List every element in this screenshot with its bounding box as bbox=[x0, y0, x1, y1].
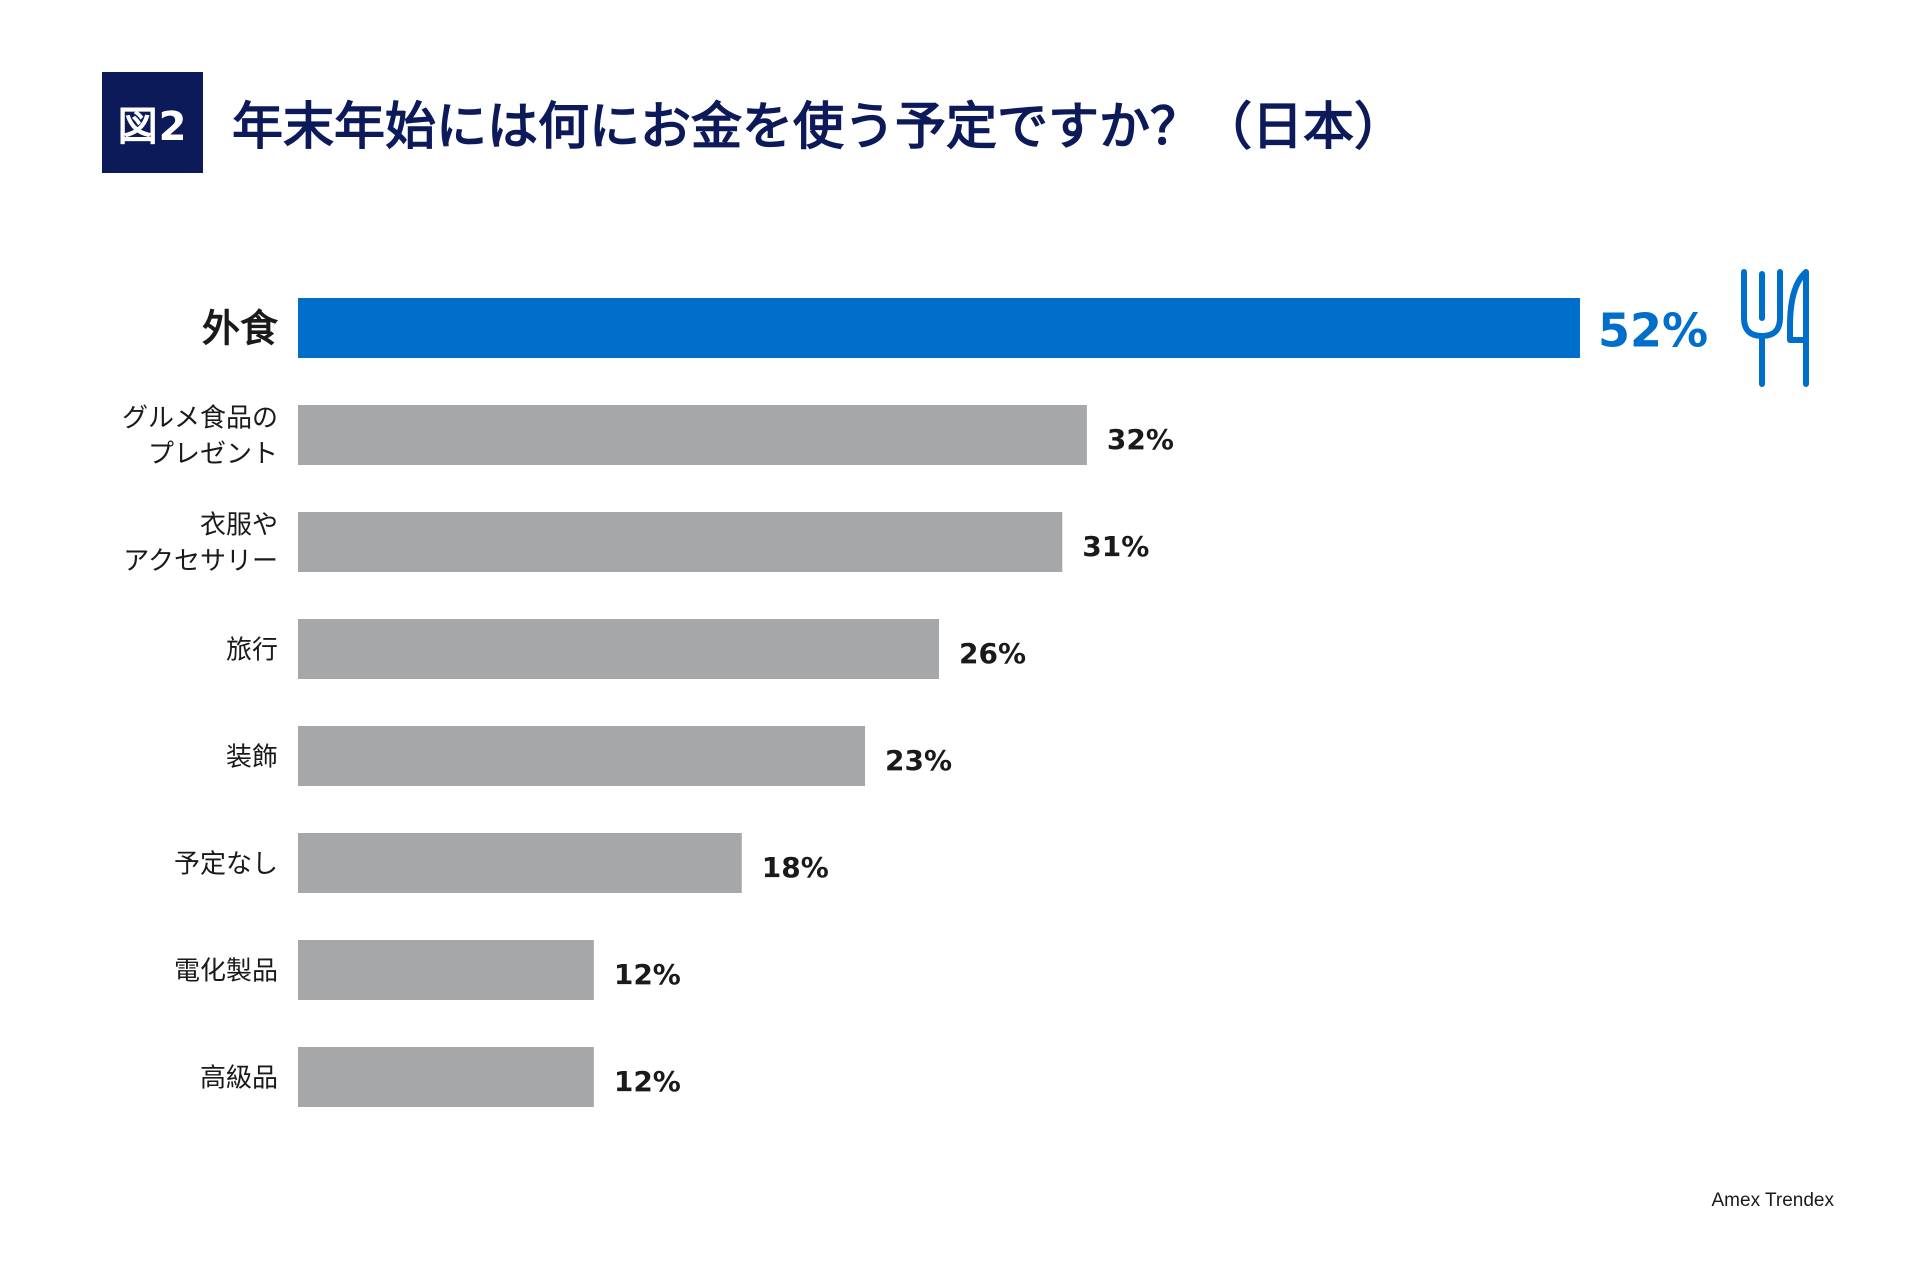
value-label: 32% bbox=[1107, 423, 1174, 456]
category-label-line: 衣服や bbox=[200, 510, 278, 540]
category-label: 外食 bbox=[202, 307, 279, 351]
category-label: 予定なし bbox=[174, 849, 278, 879]
value-label: 23% bbox=[885, 744, 952, 777]
category-label: 電化製品 bbox=[174, 956, 278, 986]
category-label-line: 旅行 bbox=[226, 635, 278, 665]
category-label: 高級品 bbox=[200, 1063, 278, 1093]
category-label-line: 高級品 bbox=[200, 1063, 278, 1093]
bar bbox=[298, 512, 1063, 572]
bar bbox=[298, 405, 1087, 465]
knife-blade bbox=[1787, 269, 1809, 387]
category-label-line: 外食 bbox=[202, 307, 279, 351]
chart-title: 年末年始には何にお金を使う予定ですか？（日本） bbox=[232, 98, 1406, 157]
bar bbox=[298, 619, 939, 679]
value-label: 18% bbox=[762, 851, 829, 884]
bar bbox=[298, 726, 866, 786]
category-label-line: 電化製品 bbox=[174, 956, 278, 986]
value-label: 12% bbox=[614, 958, 681, 991]
fork-knife-icon bbox=[1741, 269, 1809, 387]
category-label: 旅行 bbox=[226, 635, 278, 665]
category-label-line: グルメ食品の bbox=[122, 403, 278, 433]
bar bbox=[298, 1047, 594, 1107]
category-label-line: 予定なし bbox=[174, 849, 278, 879]
category-label-line: プレゼント bbox=[148, 439, 278, 469]
category-label-line: アクセサリー bbox=[123, 546, 278, 576]
category-label-line: 装飾 bbox=[226, 742, 278, 772]
bar bbox=[298, 940, 594, 1000]
category-label: 装飾 bbox=[226, 742, 278, 772]
value-label: 12% bbox=[614, 1065, 681, 1098]
value-label: 52% bbox=[1598, 304, 1708, 358]
bar bbox=[298, 833, 742, 893]
category-label: グルメ食品のプレゼント bbox=[122, 403, 278, 469]
bar-highlight bbox=[298, 298, 1580, 358]
category-label: 衣服やアクセサリー bbox=[123, 510, 278, 576]
value-label: 31% bbox=[1082, 530, 1149, 563]
figure-badge: 図2 bbox=[102, 72, 203, 173]
value-label: 26% bbox=[959, 637, 1026, 670]
source-credit: Amex Trendex bbox=[1711, 1190, 1835, 1211]
